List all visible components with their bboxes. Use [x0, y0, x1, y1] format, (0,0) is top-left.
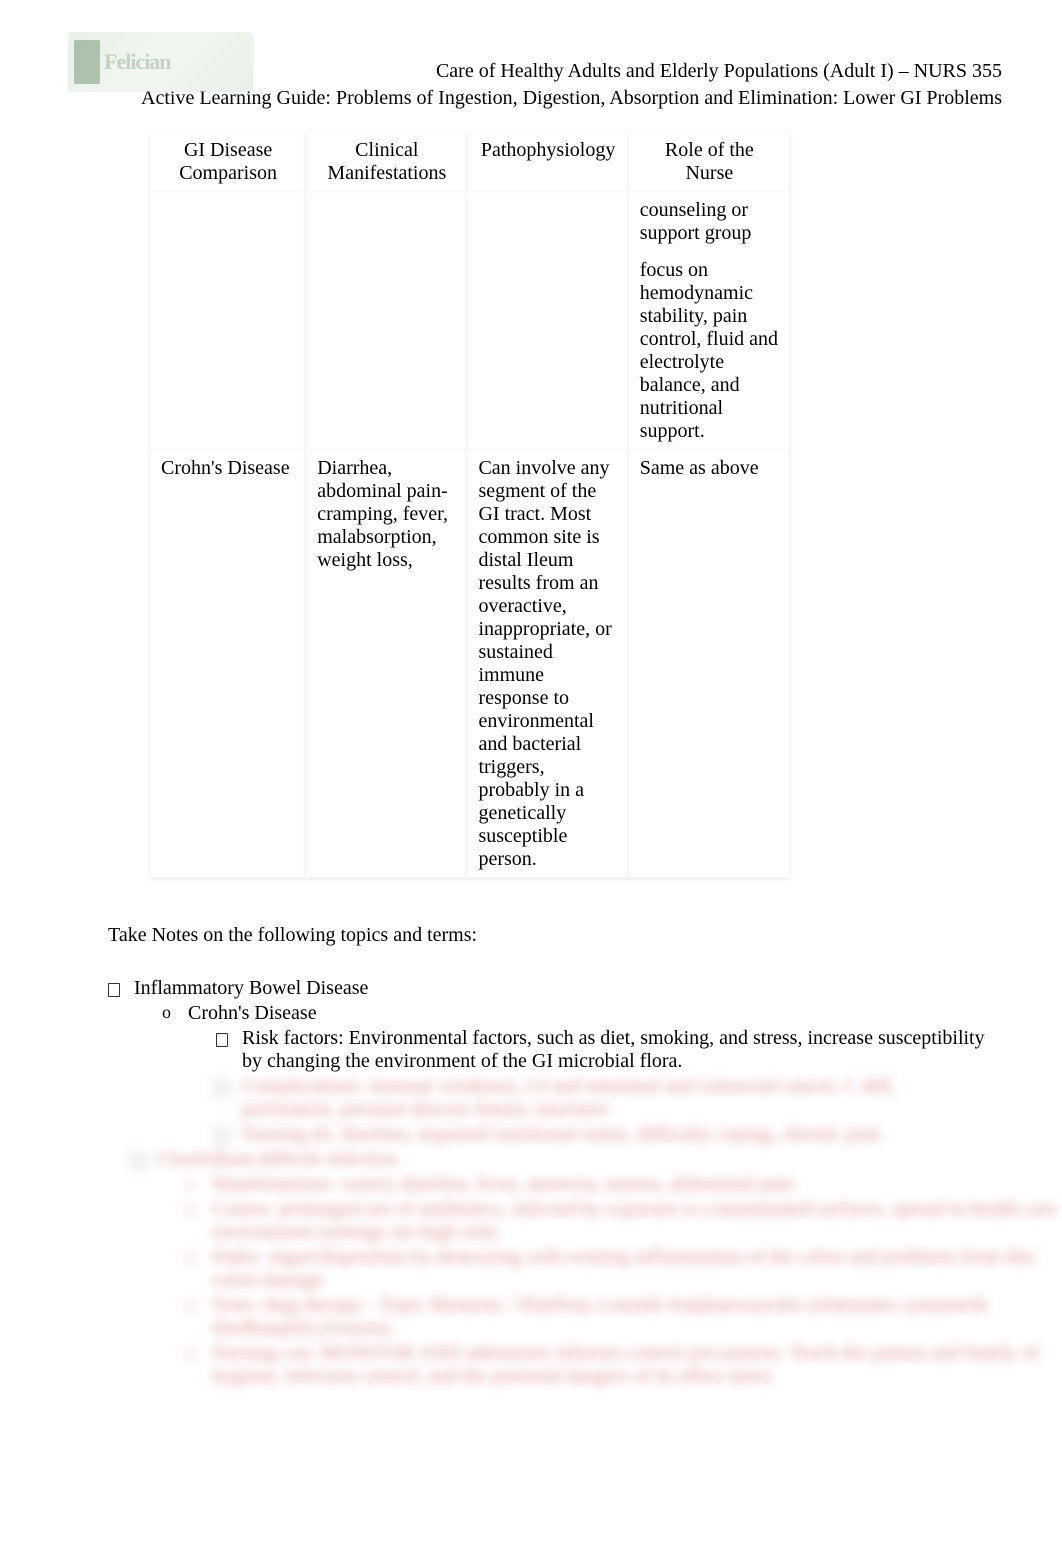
list-item-blurred: Tests: diag therapy - Topic Monistat / T… — [132, 1294, 1062, 1340]
logo-text: Felician — [104, 49, 171, 75]
list-item-blurred: Nursing dx: diarrhea, impaired nutrition… — [108, 1123, 1062, 1146]
col-header-line2: Manifestations — [327, 162, 446, 184]
comparison-table: GI Disease Comparison Clinical Manifesta… — [150, 132, 790, 878]
cell-nurse-role: counseling or support group focus on hem… — [629, 192, 790, 450]
notes-title: Take Notes on the following topics and t… — [108, 924, 1062, 947]
blurred-text: Complications: immune weakness, GI and i… — [242, 1075, 896, 1120]
col-header-line1: Clinical — [355, 139, 418, 161]
table-row: counseling or support group focus on hem… — [150, 192, 790, 450]
list-item-blurred: Complications: immune weakness, GI and i… — [108, 1075, 1062, 1121]
cell-disease: Crohn's Disease — [150, 450, 306, 878]
document-page: Felician Care of Healthy Adults and Elde… — [0, 20, 1062, 1388]
list-text: Crohn's Disease — [188, 1002, 317, 1024]
gi-disease-table: GI Disease Comparison Clinical Manifesta… — [150, 132, 790, 878]
cell-paragraph: counseling or support group — [640, 199, 779, 245]
col-header-line1: GI Disease — [184, 139, 272, 161]
blurred-text: Manifestations: watery diarrhea, fever, … — [212, 1173, 794, 1195]
list-item-blurred: Causes: prolonged use of antibiotics, in… — [132, 1198, 1062, 1244]
list-item-level1: Inflammatory Bowel Disease — [108, 977, 1062, 1000]
list-item-blurred: Patho: organ/disposition by destroying w… — [132, 1246, 1062, 1292]
notes-section: Take Notes on the following topics and t… — [0, 924, 1062, 1388]
col-header-line2: Comparison — [179, 162, 277, 184]
cell-manifestations: Diarrhea, abdominal pain- cramping, feve… — [306, 450, 467, 878]
cell-nurse-role: Same as above — [629, 450, 790, 878]
col-header-nurse-role: Role of the Nurse — [629, 132, 790, 192]
list-item-blurred: Manifestations: watery diarrhea, fever, … — [132, 1173, 1062, 1196]
blurred-text: Patho: organ/disposition by destroying w… — [212, 1246, 1034, 1291]
list-text: Risk factors: Environmental factors, suc… — [242, 1027, 985, 1072]
table-header-row: GI Disease Comparison Clinical Manifesta… — [150, 132, 790, 192]
list-item-blurred: Nursing con: MONITOR AND administer infu… — [132, 1342, 1062, 1388]
blurred-text: Tests: diag therapy - Topic Monistat / T… — [212, 1294, 993, 1339]
notes-list: Inflammatory Bowel Disease Crohn's Disea… — [108, 977, 1062, 1388]
list-text: Inflammatory Bowel Disease — [134, 977, 368, 999]
blurred-text: Causes: prolonged use of antibiotics, in… — [212, 1198, 1057, 1243]
col-header-line1: Pathophysiology — [481, 139, 615, 161]
cell-pathophysiology — [467, 192, 628, 450]
blurred-text: Clostridium difficile infection — [158, 1148, 398, 1170]
cell-pathophysiology: Can involve any segment of the GI tract.… — [467, 450, 628, 878]
col-header-pathophysiology: Pathophysiology — [467, 132, 628, 192]
cell-paragraph: focus on hemodynamic stability, pain con… — [640, 259, 779, 443]
blurred-text: Nursing dx: diarrhea, impaired nutrition… — [242, 1123, 880, 1145]
list-item-level2: Crohn's Disease — [108, 1002, 1062, 1025]
table-row: Crohn's Disease Diarrhea, abdominal pain… — [150, 450, 790, 878]
cell-manifestations — [306, 192, 467, 450]
col-header-manifestations: Clinical Manifestations — [306, 132, 467, 192]
cell-disease — [150, 192, 306, 450]
list-item-blurred: Clostridium difficile infection — [132, 1148, 1062, 1171]
col-header-line1: Role of the Nurse — [665, 139, 754, 184]
university-logo: Felician — [68, 32, 253, 92]
blurred-text: Nursing con: MONITOR AND administer infu… — [212, 1342, 1039, 1387]
col-header-disease: GI Disease Comparison — [150, 132, 306, 192]
list-item-level3: Risk factors: Environmental factors, suc… — [108, 1027, 1062, 1073]
leaf-university-icon — [74, 40, 100, 84]
